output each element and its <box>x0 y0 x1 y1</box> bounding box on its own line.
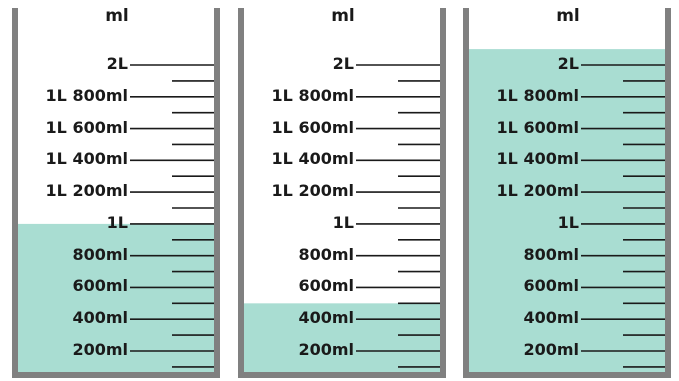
liquid-fill <box>244 303 440 372</box>
scale-label: 1L <box>332 212 354 232</box>
beaker-1-graphic <box>12 8 220 378</box>
scale-label: 1L <box>106 212 128 232</box>
scale-label: 1L 200ml <box>271 181 354 201</box>
scale-label: 1L <box>557 212 579 232</box>
beaker-3: ml 2L 1L 800ml 1L 600ml 1L 400ml 1L 200ml 1L 8… <box>463 0 673 381</box>
beaker-1: ml 2L 1L 800ml 1L 600ml 1L 400ml 1L 200ml 1L 8… <box>12 0 222 381</box>
liquid-fill <box>18 223 214 372</box>
scale-label: 400ml <box>523 308 579 328</box>
scale-label: 200ml <box>72 340 128 359</box>
beaker-left-wall <box>238 8 244 378</box>
beaker-1-unit-label: ml <box>105 6 129 26</box>
scale-label: 1L 600ml <box>496 117 579 137</box>
beaker-right-wall <box>214 8 220 378</box>
beaker-2-unit-label: ml <box>331 6 355 26</box>
beaker-3-graphic <box>463 8 671 378</box>
beaker-left-wall <box>463 8 469 378</box>
scale-label: 400ml <box>72 308 128 328</box>
scale-label: 1L 400ml <box>45 149 128 169</box>
scale-label: 2L <box>332 54 354 73</box>
beaker-bottom <box>12 372 220 378</box>
scale-label: 1L 800ml <box>496 85 579 105</box>
scale-label: 1L 600ml <box>45 117 128 137</box>
beaker-right-wall <box>665 8 671 378</box>
scale-label: 400ml <box>298 308 354 328</box>
beaker-bottom <box>463 372 671 378</box>
scale-label: 800ml <box>298 244 354 264</box>
beaker-3-unit-label: ml <box>556 6 580 26</box>
scale-label: 2L <box>106 54 128 73</box>
beaker-2-graphic <box>238 8 446 378</box>
scale-label: 1L 200ml <box>496 181 579 201</box>
beaker-right-wall <box>440 8 446 378</box>
scale-label: 1L 200ml <box>45 181 128 201</box>
scale-label: 800ml <box>523 244 579 264</box>
scale-label: 200ml <box>523 340 579 359</box>
scale-label: 800ml <box>72 244 128 264</box>
scale-label: 1L 600ml <box>271 117 354 137</box>
scale-label: 1L 800ml <box>271 85 354 105</box>
liquid-fill <box>469 49 665 372</box>
beaker-2: ml 2L 1L 800ml 1L 600ml 1L 400ml 1L 200ml 1L 8… <box>238 0 448 381</box>
scale-label: 600ml <box>72 276 128 296</box>
scale-label: 200ml <box>298 340 354 359</box>
beaker-bottom <box>238 372 446 378</box>
scale-label: 1L 400ml <box>496 149 579 169</box>
scale-label: 600ml <box>523 276 579 296</box>
scale-label: 600ml <box>298 276 354 296</box>
scale-label: 1L 800ml <box>45 85 128 105</box>
scale-label: 1L 400ml <box>271 149 354 169</box>
scale-label: 2L <box>557 54 579 73</box>
beaker-left-wall <box>12 8 18 378</box>
